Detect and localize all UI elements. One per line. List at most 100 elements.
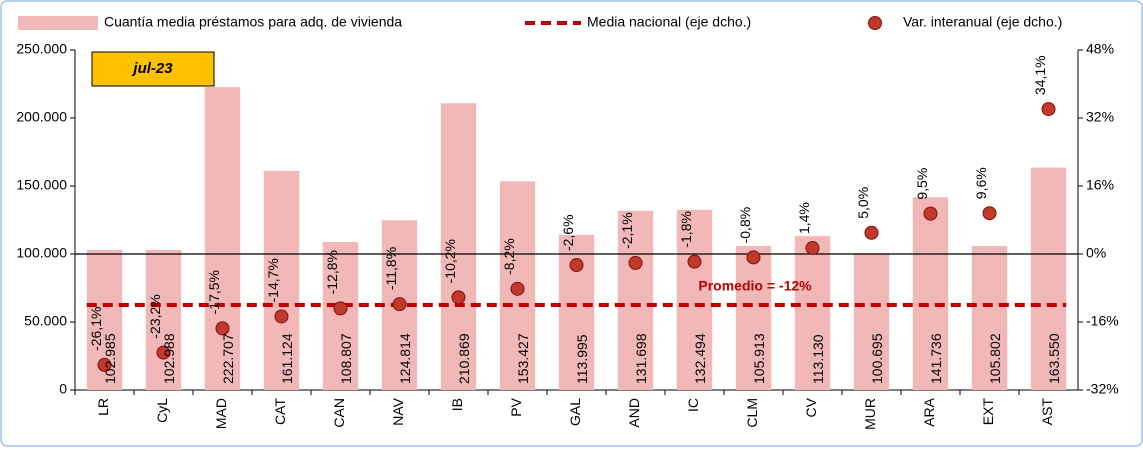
point-value-label: -26,1% xyxy=(88,307,104,351)
bar xyxy=(1030,167,1067,390)
bar xyxy=(735,245,772,390)
bar-value-label: 132.494 xyxy=(692,333,708,384)
x-tick-label: AND xyxy=(626,398,642,428)
x-tick-label: ARA xyxy=(921,397,937,426)
point xyxy=(333,301,348,316)
y2-tick-label: 0% xyxy=(1086,245,1106,261)
point xyxy=(687,254,702,269)
x-tick-label: CAT xyxy=(272,398,288,425)
point-value-label: -14,7% xyxy=(265,258,281,302)
bar-value-label: 100.695 xyxy=(869,333,885,384)
point-value-label: 9,5% xyxy=(914,168,930,200)
legend-swatch xyxy=(18,16,98,30)
date-box xyxy=(91,51,215,87)
legend-label: Cuantía media préstamos para adq. de viv… xyxy=(104,14,402,30)
y-tick-label: 0 xyxy=(59,381,67,397)
point xyxy=(451,290,466,305)
x-tick-label: MAD xyxy=(213,398,229,429)
point xyxy=(274,309,289,324)
legend-swatch xyxy=(868,16,882,30)
y2-tick-label: -16% xyxy=(1086,313,1119,329)
bar-value-label: 141.736 xyxy=(928,333,944,384)
bar xyxy=(794,236,831,390)
point xyxy=(1041,102,1056,117)
point xyxy=(864,225,879,240)
bar-value-label: 222.707 xyxy=(220,333,236,384)
bar xyxy=(617,210,654,390)
point xyxy=(97,357,112,372)
x-tick-label: NAV xyxy=(390,397,406,425)
bar-value-label: 153.427 xyxy=(515,333,531,384)
point-value-label: -17,5% xyxy=(206,270,222,314)
bar-value-label: 131.698 xyxy=(633,333,649,384)
point-value-label: -8,2% xyxy=(501,238,517,275)
point xyxy=(156,345,171,360)
y2-tick-label: 32% xyxy=(1086,109,1114,125)
x-tick-label: CyL xyxy=(154,398,170,423)
y2-tick-label: 16% xyxy=(1086,177,1114,193)
bar-value-label: 105.802 xyxy=(987,333,1003,384)
point xyxy=(510,281,525,296)
bar-value-label: 163.550 xyxy=(1046,333,1062,384)
date-label: jul-23 xyxy=(131,60,173,77)
point-value-label: -12,8% xyxy=(324,250,340,294)
y2-tick-label: -32% xyxy=(1086,381,1119,397)
x-tick-label: GAL xyxy=(567,398,583,426)
y-tick-label: 150.000 xyxy=(16,177,67,193)
point xyxy=(215,321,230,336)
point-value-label: 5,0% xyxy=(855,187,871,219)
bar-value-label: 113.995 xyxy=(574,334,590,384)
bar-value-label: 102.985 xyxy=(102,333,118,384)
point-value-label: -10,2% xyxy=(442,239,458,283)
point xyxy=(805,241,820,256)
point xyxy=(746,250,761,265)
bar xyxy=(676,209,713,390)
x-tick-label: PV xyxy=(508,397,524,416)
bar xyxy=(263,170,300,390)
bar xyxy=(145,249,182,390)
mean-annotation: Promedio = -12% xyxy=(698,278,812,294)
y-tick-label: 100.000 xyxy=(16,245,67,261)
bar xyxy=(853,253,890,390)
x-tick-label: AST xyxy=(1039,398,1055,426)
point-value-label: -2,1% xyxy=(619,212,635,249)
y-tick-label: 250.000 xyxy=(16,41,67,57)
x-tick-label: MUR xyxy=(862,398,878,430)
point-value-label: -11,8% xyxy=(383,247,399,290)
legend-label: Var. interanual (eje dcho.) xyxy=(903,14,1062,30)
point xyxy=(982,206,997,221)
point xyxy=(923,206,938,221)
point xyxy=(628,255,643,270)
point xyxy=(392,297,407,312)
x-tick-label: IC xyxy=(685,398,701,412)
point xyxy=(569,258,584,273)
point-value-label: 34,1% xyxy=(1032,55,1048,95)
point-value-label: -23,2% xyxy=(147,294,163,338)
bar-value-label: 102.988 xyxy=(161,333,177,384)
bar-value-label: 105.913 xyxy=(751,333,767,384)
bar xyxy=(322,242,359,390)
x-tick-label: CV xyxy=(803,397,819,417)
x-tick-label: EXT xyxy=(980,398,996,426)
bar-value-label: 210.869 xyxy=(456,333,472,384)
bar-value-label: 113.130 xyxy=(810,334,826,384)
point-value-label: 1,4% xyxy=(796,202,812,234)
point-value-label: -2,6% xyxy=(560,214,576,251)
y-tick-label: 200.000 xyxy=(16,109,67,125)
legend-label: Media nacional (eje dcho.) xyxy=(587,14,751,30)
y-tick-label: 50.000 xyxy=(24,313,67,329)
bar xyxy=(440,103,477,390)
bar-value-label: 161.124 xyxy=(279,333,295,384)
bar xyxy=(912,197,949,390)
point-value-label: -1,8% xyxy=(678,211,694,248)
bar-value-label: 124.814 xyxy=(397,333,413,384)
x-tick-label: IB xyxy=(449,398,465,411)
bar xyxy=(971,246,1008,390)
y2-tick-label: 48% xyxy=(1086,41,1114,57)
bar xyxy=(204,87,241,391)
point-value-label: -0,8% xyxy=(737,207,753,244)
bar-value-label: 108.807 xyxy=(338,333,354,384)
x-tick-label: CLM xyxy=(744,398,760,428)
x-tick-label: LR xyxy=(95,398,111,416)
